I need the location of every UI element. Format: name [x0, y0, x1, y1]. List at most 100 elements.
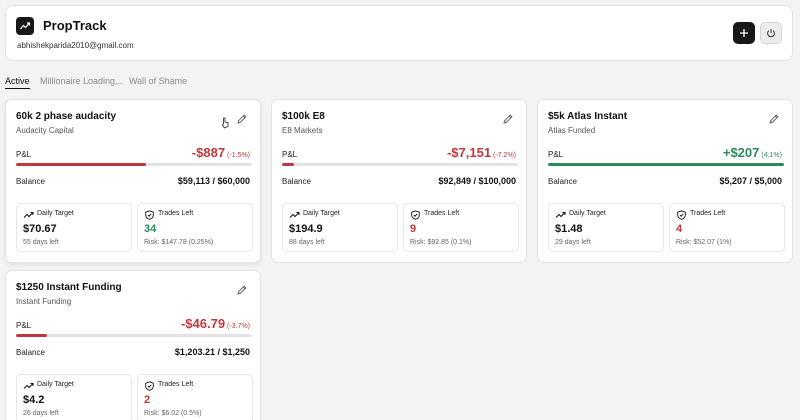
- account-card: 60k 2 phase audacity Audacity Capital P&…: [5, 99, 261, 263]
- pnl-value: -$46.79: [180, 316, 226, 331]
- pnl-label: P&L: [16, 321, 32, 330]
- firm-name: Atlas Funded: [548, 126, 596, 135]
- tab-active[interactable]: Active: [5, 76, 30, 89]
- app-title: PropTrack: [43, 18, 107, 33]
- balance-label: Balance: [282, 177, 311, 186]
- tab-wall-of-shame[interactable]: Wall of Shame: [129, 76, 188, 86]
- risk-text: Risk: $147.78 (0.25%): [144, 239, 214, 246]
- balance-value: $1,203.21 / $1,250: [174, 347, 250, 357]
- trending-up-icon: [555, 212, 566, 218]
- pencil-icon: [237, 114, 247, 124]
- pnl-label: P&L: [548, 150, 564, 159]
- firm-name: E8 Markets: [282, 126, 323, 135]
- balance-label: Balance: [548, 177, 577, 186]
- firm-name: Audacity Capital: [16, 126, 74, 135]
- daily-target-value: $4.2: [23, 394, 45, 406]
- trades-left-value: 9: [410, 223, 417, 235]
- balance-value: $5,207 / $5,000: [719, 176, 782, 186]
- trades-left-box: Trades Left 9 Risk: $92.85 (0.1%): [403, 203, 519, 252]
- edit-button[interactable]: [236, 283, 248, 295]
- user-email: abhishekparida2010@gmail.com: [17, 41, 134, 50]
- daily-target-label: Daily Target: [303, 210, 340, 217]
- app-header: PropTrack abhishekparida2010@gmail.com: [5, 5, 793, 61]
- pencil-icon: [769, 114, 779, 124]
- pnl: +$207 (4.1%): [723, 144, 782, 162]
- days-left: 55 days left: [23, 239, 59, 246]
- pnl: -$7,151 (-7.2%): [447, 144, 516, 162]
- trades-left-label: Trades Left: [424, 210, 460, 217]
- account-card: $100k E8 E8 Markets P&L -$7,151 (-7.2%) B…: [271, 99, 527, 263]
- account-name: 60k 2 phase audacity: [16, 111, 117, 122]
- daily-target-box: Daily Target $1.48 29 days left: [548, 203, 664, 252]
- shield-check-icon: [411, 210, 420, 220]
- trending-up-icon: [23, 383, 34, 389]
- trades-left-box: Trades Left 4 Risk: $52.07 (1%): [669, 203, 785, 252]
- daily-target-label: Daily Target: [37, 210, 74, 217]
- balance-value: $59,113 / $60,000: [177, 176, 250, 186]
- trending-up-icon: [23, 212, 34, 218]
- shield-check-icon: [145, 381, 154, 391]
- pencil-icon: [237, 285, 247, 295]
- pnl-percent: (-7.2%): [493, 152, 516, 159]
- trades-left-label: Trades Left: [158, 210, 194, 217]
- days-left: 29 days left: [555, 239, 591, 246]
- balance-value: $92,849 / $100,000: [438, 176, 516, 186]
- daily-target-box: Daily Target $194.9 88 days left: [282, 203, 398, 252]
- pnl-progress-bar: [16, 334, 252, 337]
- pnl-progress-bar: [16, 163, 252, 166]
- pnl-label: P&L: [282, 150, 298, 159]
- edit-button[interactable]: [236, 112, 248, 124]
- pnl-progress-fill: [548, 163, 784, 166]
- balance-label: Balance: [16, 348, 45, 357]
- pnl-value: -$887: [191, 145, 226, 160]
- pnl: -$887 (-1.5%): [192, 144, 250, 162]
- edit-button[interactable]: [502, 112, 514, 124]
- account-card: $5k Atlas Instant Atlas Funded P&L +$207…: [537, 99, 793, 263]
- firm-name: Instant Funding: [16, 297, 72, 306]
- power-icon: [767, 29, 775, 38]
- mouse-cursor-icon: [221, 117, 229, 129]
- account-card: $1250 Instant Funding Instant Funding P&…: [5, 270, 261, 420]
- edit-button[interactable]: [768, 112, 780, 124]
- plus-icon: [740, 29, 748, 37]
- pnl-progress-fill: [282, 163, 294, 166]
- days-left: 26 days left: [23, 410, 59, 417]
- pnl-percent: (4.1%): [761, 152, 782, 159]
- add-account-button[interactable]: [733, 22, 755, 44]
- pnl-value: +$207: [722, 145, 760, 160]
- daily-target-label: Daily Target: [37, 381, 74, 388]
- pnl: -$46.79 (-3.7%): [181, 315, 250, 333]
- risk-text: Risk: $6.02 (0.5%): [144, 410, 202, 417]
- trades-left-value: 4: [676, 223, 683, 235]
- daily-target-label: Daily Target: [569, 210, 606, 217]
- pnl-progress-fill: [16, 334, 47, 337]
- daily-target-box: Daily Target $4.2 26 days left: [16, 374, 132, 420]
- risk-text: Risk: $52.07 (1%): [676, 239, 732, 246]
- pnl-progress-fill: [16, 163, 146, 166]
- balance-label: Balance: [16, 177, 45, 186]
- daily-target-value: $194.9: [289, 223, 323, 235]
- tab-millionaire-loading[interactable]: Millionaire Loading...: [40, 76, 123, 86]
- shield-check-icon: [145, 210, 154, 220]
- trending-up-icon: [289, 212, 300, 218]
- account-name: $100k E8: [282, 111, 325, 122]
- logout-button[interactable]: [760, 22, 782, 44]
- pnl-percent: (-1.5%): [227, 152, 250, 159]
- account-name: $5k Atlas Instant: [548, 111, 628, 122]
- daily-target-value: $70.67: [23, 223, 57, 235]
- pnl-percent: (-3.7%): [227, 323, 250, 330]
- days-left: 88 days left: [289, 239, 325, 246]
- risk-text: Risk: $92.85 (0.1%): [410, 239, 472, 246]
- trades-left-box: Trades Left 2 Risk: $6.02 (0.5%): [137, 374, 253, 420]
- pencil-icon: [503, 114, 513, 124]
- shield-check-icon: [677, 210, 686, 220]
- pnl-value: -$7,151: [446, 145, 492, 160]
- trades-left-value: 34: [144, 223, 157, 235]
- pnl-label: P&L: [16, 150, 32, 159]
- trades-left-label: Trades Left: [690, 210, 726, 217]
- account-name: $1250 Instant Funding: [16, 282, 122, 293]
- pnl-progress-bar: [548, 163, 784, 166]
- trades-left-box: Trades Left 34 Risk: $147.78 (0.25%): [137, 203, 253, 252]
- daily-target-value: $1.48: [555, 223, 583, 235]
- daily-target-box: Daily Target $70.67 55 days left: [16, 203, 132, 252]
